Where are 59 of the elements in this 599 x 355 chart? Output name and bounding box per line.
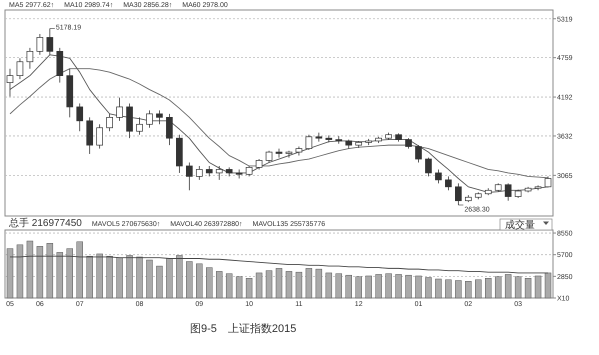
bar [176,255,183,298]
bar [514,276,522,298]
bar [86,256,93,298]
bar [435,278,442,298]
bar [326,272,332,298]
bar [286,271,292,298]
bar [395,274,402,298]
bar [216,271,222,298]
bar [475,280,482,298]
bar [306,268,312,298]
bar [206,267,212,298]
bar [266,270,272,298]
bar [36,246,44,298]
bar [76,242,83,298]
bar [166,258,173,298]
bar [296,272,302,298]
bar [534,276,542,298]
bar [455,280,462,298]
bar [405,274,412,298]
bar [106,256,113,298]
bar [445,280,452,298]
bar [415,276,422,298]
bar [26,240,34,298]
bar [504,274,512,298]
bar [544,272,552,298]
bar [316,268,322,298]
bar [246,278,252,298]
line-series [10,256,548,274]
bar [16,244,24,298]
bar [96,254,103,298]
bar [494,276,502,298]
bar [465,281,472,298]
bar [226,273,232,298]
annotation: 总手 216977450 [9,218,82,229]
bar [484,278,492,298]
bar [46,243,54,298]
bar [136,256,143,298]
bar [186,261,193,298]
bar [425,277,432,298]
bar [6,248,14,298]
bar [346,274,352,298]
bar [236,276,242,298]
bar [116,257,123,298]
bar [156,266,163,298]
bar [66,248,74,298]
bar [365,276,372,298]
bar [146,260,153,298]
bar [336,273,342,298]
ylabel: 成交量 [505,220,535,231]
bar [524,278,532,298]
title: 图9-5 上证指数2015 [190,323,296,335]
bar [126,255,133,298]
bar [385,273,392,298]
bar [276,268,282,298]
bar [355,276,362,298]
bar [196,264,203,298]
bar [256,272,262,298]
bar [375,274,382,298]
bar [56,252,64,298]
